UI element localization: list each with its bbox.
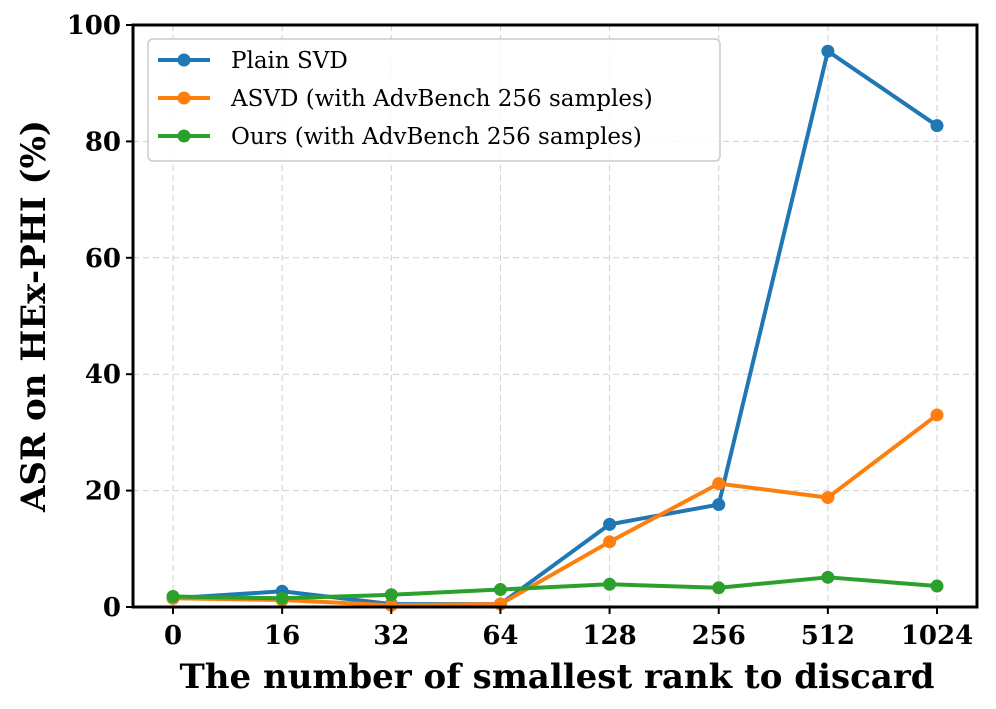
data-point (384, 598, 398, 612)
data-point (821, 44, 835, 58)
x-tick-label: 512 (801, 621, 855, 651)
series-line-1 (171, 412, 939, 608)
legend-swatch-marker (177, 53, 191, 67)
legend-box (147, 38, 721, 162)
legend-label: ASVD (with AdvBench 256 samples) (230, 86, 653, 112)
data-point (275, 591, 289, 605)
legend-label: Plain SVD (231, 48, 348, 74)
y-tick-label: 100 (67, 11, 121, 41)
x-tick-label: 256 (692, 621, 746, 651)
data-point (493, 583, 507, 597)
y-tick-label: 60 (85, 244, 121, 274)
series-points (166, 44, 944, 612)
series-line-0 (171, 49, 939, 607)
series-lines (171, 49, 939, 608)
y-tick-label: 80 (85, 127, 121, 157)
axis-ticks: 0 20 40 60 80 100 0 16 32 64 128 256 512 1024 (67, 11, 973, 651)
legend: Plain SVD ASVD (with AdvBench 256 samples… (147, 38, 721, 162)
x-tick-label: 16 (264, 621, 300, 651)
x-tick-label: 128 (582, 621, 636, 651)
y-tick-label: 40 (85, 360, 121, 390)
data-point (712, 581, 726, 595)
data-point (603, 535, 617, 549)
legend-swatch-marker (177, 129, 191, 143)
x-tick-label: 0 (164, 621, 182, 651)
legend-swatch-marker (177, 91, 191, 105)
data-point (821, 491, 835, 505)
y-tick-label: 20 (85, 477, 121, 507)
data-point (930, 579, 944, 593)
data-point (930, 119, 944, 133)
data-point (712, 498, 726, 512)
data-point (930, 408, 944, 422)
data-point (603, 517, 617, 531)
y-axis-title: ASR on HEx-PHI (%) (14, 120, 54, 513)
plot-frame (131, 23, 979, 609)
y-tick-label: 0 (103, 593, 121, 623)
x-tick-label: 32 (373, 621, 409, 651)
data-point (821, 570, 835, 584)
data-point (384, 588, 398, 602)
x-tick-label: 64 (482, 621, 518, 651)
x-axis-title: The number of smallest rank to discard (179, 657, 934, 697)
x-tick-label: 1024 (901, 621, 973, 651)
legend-label: Ours (with AdvBench 256 samples) (231, 124, 642, 150)
data-point (603, 577, 617, 591)
series-line-2 (171, 575, 939, 601)
data-point (712, 477, 726, 491)
data-point (166, 590, 180, 604)
